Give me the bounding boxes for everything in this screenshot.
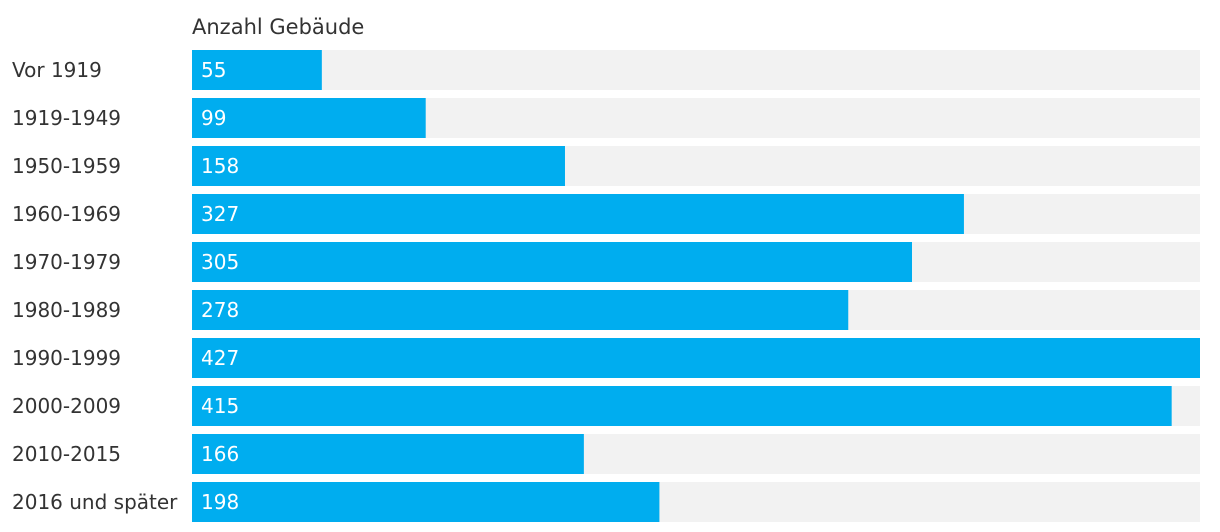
bar [192, 50, 322, 90]
value-label: 198 [201, 490, 239, 514]
category-label: 1960-1969 [12, 202, 121, 226]
category-label: 2016 und später [12, 490, 178, 514]
bar [192, 386, 1172, 426]
bar [192, 98, 426, 138]
bar [192, 146, 565, 186]
value-label: 278 [201, 298, 239, 322]
category-label: 2000-2009 [12, 394, 121, 418]
series-title: Anzahl Gebäude [192, 15, 364, 39]
bar [192, 194, 964, 234]
bar-track [192, 50, 1200, 90]
value-label: 158 [201, 154, 239, 178]
category-label: 2010-2015 [12, 442, 121, 466]
bar-rows: Vor 1919 55 1919-1949 99 1950-1959 158 1960-19… [12, 50, 1200, 522]
bar [192, 290, 849, 330]
value-label: 99 [201, 106, 226, 130]
category-label: 1990-1999 [12, 346, 121, 370]
category-label: 1980-1989 [12, 298, 121, 322]
category-label: 1919-1949 [12, 106, 121, 130]
bar [192, 338, 1200, 378]
value-label: 327 [201, 202, 239, 226]
value-label: 427 [201, 346, 239, 370]
value-label: 305 [201, 250, 239, 274]
value-label: 415 [201, 394, 239, 418]
value-label: 166 [201, 442, 239, 466]
category-label: 1950-1959 [12, 154, 121, 178]
category-label: 1970-1979 [12, 250, 121, 274]
value-label: 55 [201, 58, 226, 82]
category-label: Vor 1919 [12, 58, 102, 82]
bar [192, 434, 584, 474]
bar [192, 242, 912, 282]
bar [192, 482, 660, 522]
